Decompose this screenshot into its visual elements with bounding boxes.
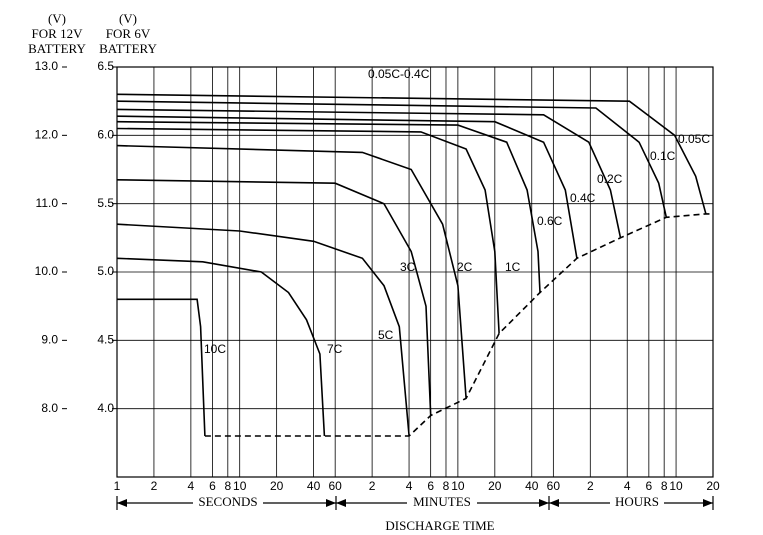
header-text: FOR 6V <box>106 26 151 41</box>
curve-label: 3C <box>400 260 416 274</box>
y2-tick-label: 6.0 <box>97 128 114 142</box>
y2-tick-label: 6.5 <box>97 59 114 73</box>
x-tick-label: 4 <box>624 479 631 493</box>
discharge-curve <box>116 115 578 259</box>
curve-label: 10C <box>204 342 226 356</box>
curve-label: 0.05C <box>678 132 710 146</box>
y-tick-label: 9.0 <box>41 333 58 347</box>
x-tick-label: 4 <box>188 479 195 493</box>
x-tick-label: 10 <box>233 479 247 493</box>
x-tick-label: 4 <box>406 479 413 493</box>
discharge-curve <box>116 127 500 334</box>
y2-tick-label: 4.5 <box>97 333 114 347</box>
label-bg <box>610 495 664 511</box>
header-text: (V) <box>48 11 66 26</box>
x-tick-label: 8 <box>443 479 450 493</box>
curve-label: 0.4C <box>570 191 596 205</box>
label-bg <box>193 495 263 511</box>
curve-label: 1C <box>505 260 521 274</box>
x-tick-label: 2 <box>587 479 594 493</box>
discharge-curve <box>117 298 206 437</box>
header-text: BATTERY <box>28 41 86 56</box>
y-tick-label: 10.0 <box>35 264 59 278</box>
x-tick-label: 2 <box>151 479 158 493</box>
x-tick-label: 6 <box>427 479 434 493</box>
x-tick-label: 2 <box>369 479 376 493</box>
y-tick-label: 8.0 <box>41 401 58 415</box>
y2-tick-label: 5.0 <box>97 264 114 278</box>
curve-label: 5C <box>378 328 394 342</box>
x-tick-label: 8 <box>661 479 668 493</box>
header-text: FOR 12V <box>32 26 84 41</box>
curve-label: 2C <box>457 260 473 274</box>
discharge-curve <box>116 100 668 218</box>
label-bg <box>407 495 477 511</box>
discharge-curve <box>116 93 707 215</box>
x-tick-label: 60 <box>547 479 561 493</box>
x-tick-label: 40 <box>525 479 539 493</box>
x-tick-label: 10 <box>669 479 683 493</box>
cutoff-line <box>204 213 713 437</box>
x-tick-label: 20 <box>270 479 284 493</box>
section-label: HOURS <box>615 494 659 509</box>
discharge-curve <box>116 144 467 399</box>
y-tick-label: 12.0 <box>35 128 59 142</box>
annotation: 0.05C-0.4C <box>368 67 430 81</box>
x-tick-label: 6 <box>209 479 216 493</box>
y2-tick-label: 4.0 <box>97 401 114 415</box>
curve-label: 0.1C <box>650 149 676 163</box>
discharge-curve <box>116 257 326 437</box>
discharge-curve <box>116 120 541 293</box>
discharge-curve <box>116 179 432 416</box>
section-label: SECONDS <box>198 494 257 509</box>
curve-label: 0.6C <box>537 214 563 228</box>
x-tick-label: 40 <box>307 479 321 493</box>
discharge-curve <box>116 108 622 238</box>
x-tick-label: 1 <box>114 479 121 493</box>
curve-label: 7C <box>327 342 343 356</box>
x-tick-label: 60 <box>329 479 343 493</box>
x-axis-label: DISCHARGE TIME <box>385 518 494 533</box>
section-label: MINUTES <box>413 494 471 509</box>
y-tick-label: 13.0 <box>35 59 59 73</box>
x-tick-label: 10 <box>451 479 465 493</box>
x-tick-label: 20 <box>488 479 502 493</box>
discharge-curve <box>116 223 410 437</box>
x-tick-label: 20 <box>706 479 720 493</box>
x-tick-label: 8 <box>224 479 231 493</box>
y-tick-label: 11.0 <box>36 196 59 210</box>
curve-label: 0.2C <box>597 172 623 186</box>
header-text: (V) <box>119 11 137 26</box>
header-text: BATTERY <box>99 41 157 56</box>
y2-tick-label: 5.5 <box>97 196 114 210</box>
x-tick-label: 6 <box>645 479 652 493</box>
arrow-heads <box>117 499 713 507</box>
